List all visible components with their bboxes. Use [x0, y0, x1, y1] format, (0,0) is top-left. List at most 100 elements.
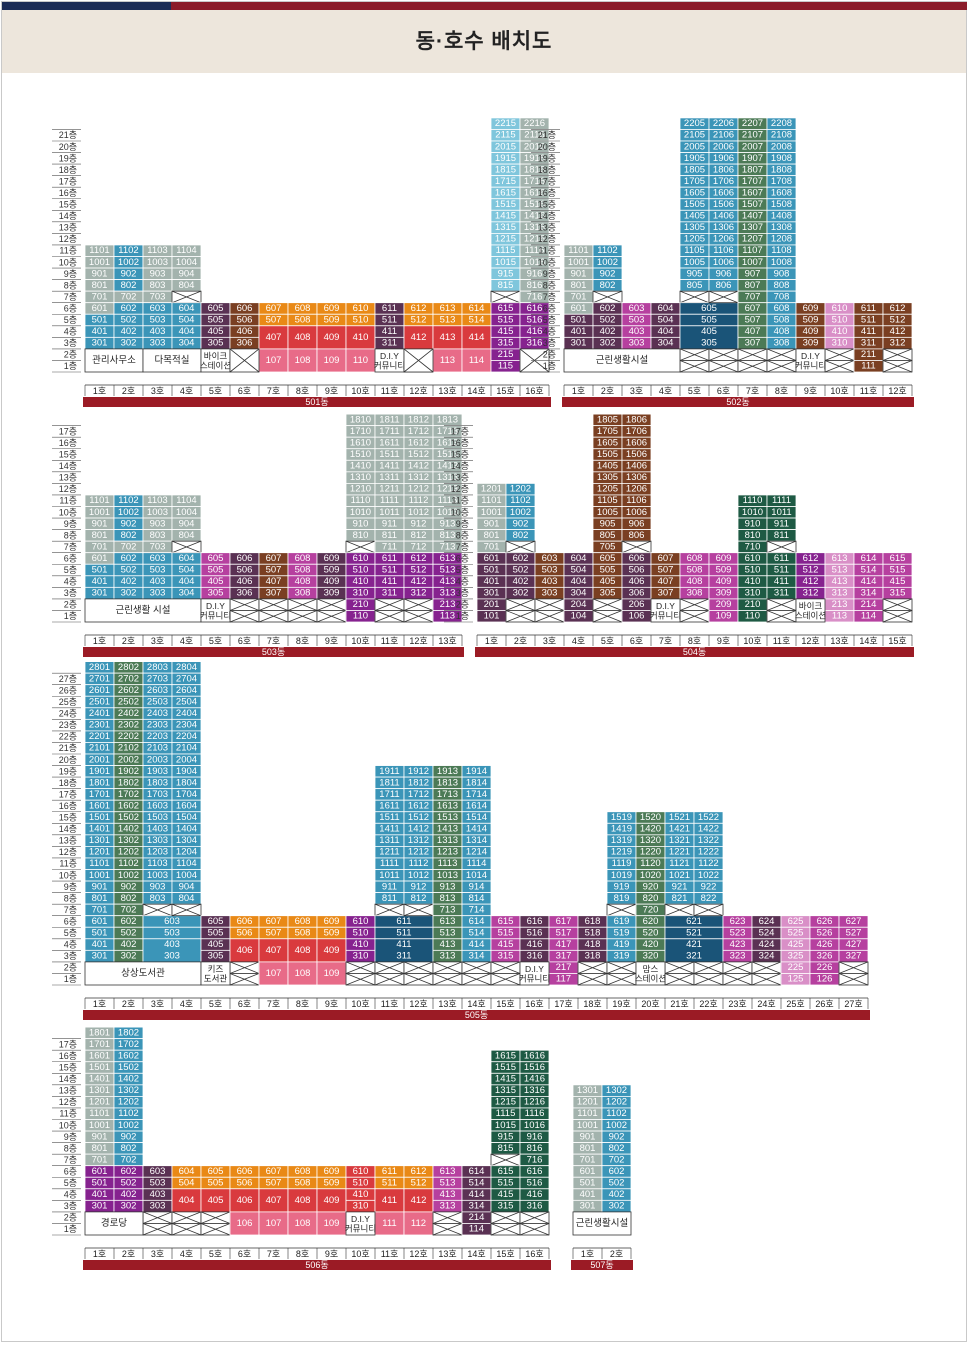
- line-number: 14호: [859, 636, 877, 646]
- line-number: 2호: [122, 386, 135, 396]
- unit-cell: 1702: [113, 788, 144, 801]
- unit-number: 426: [817, 939, 833, 950]
- unit-number: 810: [745, 530, 761, 541]
- unit-cell: 1903: [142, 765, 173, 778]
- unit-cell: 1008: [766, 256, 797, 269]
- unit-cell: 1406: [621, 459, 652, 473]
- line-number-row: 1호 2호 3호 4호 5호 6호 7호 8호 9호 10호 11호 12호 13호 14호 15호: [476, 634, 913, 646]
- unit-cell: 1405: [592, 459, 623, 473]
- unit-cell: 819: [606, 892, 637, 905]
- unit-number: 1021: [669, 870, 690, 881]
- unit-number: 403: [150, 326, 166, 337]
- unit-number: 101: [484, 611, 500, 622]
- unit-number: 611: [861, 303, 876, 314]
- unit-cell: 1001: [476, 506, 507, 519]
- unit-number: 605: [600, 553, 616, 564]
- line-number: 10호: [743, 636, 761, 646]
- line-number: 5호: [209, 1249, 222, 1259]
- unit-cell: 306: [229, 336, 260, 350]
- unit-cell: 608: [766, 302, 797, 315]
- unit-cell: 514: [461, 926, 492, 940]
- unit-cell: 109: [316, 1211, 347, 1236]
- unit-cell: 609: [316, 1165, 347, 1178]
- unit-number: 904: [179, 518, 195, 529]
- unit-cell: 2006: [708, 140, 739, 153]
- floor-label: 6층: [64, 916, 77, 926]
- unit-cell: 1713: [432, 788, 463, 801]
- unit-number: 508: [295, 928, 311, 939]
- unit-cell: 509: [316, 563, 347, 577]
- unit-number: 1713: [437, 426, 458, 437]
- line-number: 25호: [786, 999, 804, 1009]
- floor-label: 23층: [59, 720, 77, 730]
- unit-number: 810: [353, 530, 369, 541]
- unit-cell: 303: [142, 336, 173, 350]
- unit-cell: 605: [592, 552, 623, 565]
- line-number: 12호: [409, 1249, 427, 1259]
- floor-label: 7층: [543, 292, 556, 302]
- empty-cell: [838, 961, 869, 974]
- unit-number: 1213: [437, 847, 458, 858]
- unit-number: 614: [861, 553, 877, 564]
- unit-number: 714: [469, 904, 485, 915]
- unit-number: 607: [658, 553, 674, 564]
- unit-cell: 304: [171, 586, 202, 600]
- unit-number: 501: [92, 565, 108, 576]
- unit-number: 1605: [597, 437, 618, 448]
- unit-number: 1915: [495, 153, 516, 164]
- unit-number: 819: [614, 893, 630, 904]
- unit-number: 621: [686, 916, 702, 927]
- unit-cell: 1411: [374, 459, 405, 473]
- unit-cell: 1011: [766, 506, 797, 519]
- unit-cell: 408: [766, 325, 797, 338]
- empty-cell: [519, 1223, 550, 1236]
- unit-cell: 417: [548, 938, 579, 951]
- unit-number: 1101: [568, 245, 588, 256]
- line-number: 16호: [525, 999, 543, 1009]
- unit-number: 915: [498, 1131, 514, 1142]
- building-506동: 1층2층3층4층5층6층7층8층9층10층11층12층13층14층15층16층1…: [52, 1026, 551, 1270]
- unit-cell: 1705: [592, 425, 623, 438]
- unit-number: 1301: [89, 1085, 110, 1096]
- unit-cell: 812: [403, 529, 434, 542]
- floor-label: 19층: [59, 766, 77, 776]
- unit-number: 410: [353, 332, 369, 343]
- floor-label: 8층: [543, 280, 556, 290]
- unit-cell: 1111: [766, 494, 797, 507]
- unit-number: 1405: [684, 211, 705, 222]
- floor-label: 9층: [64, 269, 77, 279]
- unit-cell: 503: [142, 563, 173, 577]
- unit-cell: 406: [621, 575, 652, 588]
- unit-cell: 211: [853, 348, 884, 361]
- unit-number: 211: [861, 349, 876, 360]
- unit-cell: 204: [563, 598, 594, 611]
- unit-cell: 619: [606, 915, 637, 928]
- unit-number: 114: [469, 355, 484, 366]
- unit-cell: 2103: [142, 742, 173, 755]
- unit-number: 413: [440, 1189, 456, 1200]
- unit-number: 701: [580, 1154, 596, 1165]
- unit-number: 1211: [379, 847, 399, 858]
- unit-cell: 902: [592, 267, 623, 280]
- empty-cell: [722, 973, 753, 986]
- unit-cell: 513: [432, 926, 463, 940]
- unit-number: 1510: [350, 449, 371, 460]
- line-number: 6호: [238, 1249, 251, 1259]
- unit-cell: 304: [650, 336, 681, 350]
- unit-cell: 1511: [374, 811, 405, 824]
- unit-cell: 508: [766, 313, 797, 327]
- unit-cell: 410: [345, 575, 376, 588]
- unit-number: 603: [150, 1166, 166, 1177]
- floor-label: 5층: [456, 565, 469, 575]
- unit-cell: 801: [84, 529, 115, 542]
- unit-number: 504: [571, 565, 587, 576]
- unit-number: 226: [817, 962, 833, 973]
- unit-cell: 507: [258, 563, 289, 577]
- unit-number: 914: [469, 881, 485, 892]
- floor-label: 4층: [64, 1190, 77, 1200]
- unit-cell: 712: [403, 540, 434, 554]
- unit-cell: 411: [374, 1188, 405, 1213]
- unit-number: 403: [150, 1189, 166, 1200]
- unit-cell: 1101: [84, 1107, 115, 1120]
- unit-cell: 1306: [708, 221, 739, 234]
